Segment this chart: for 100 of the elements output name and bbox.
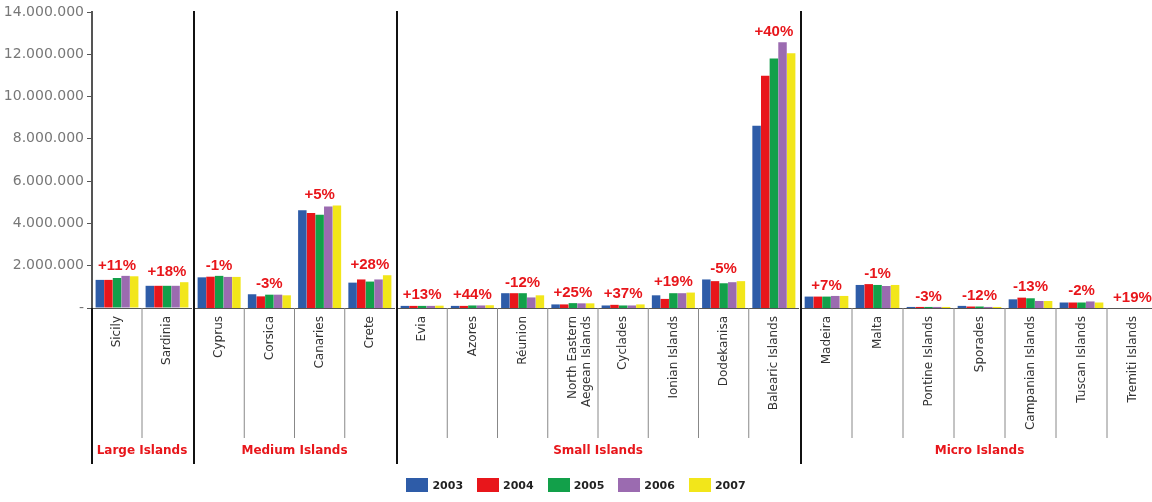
x-tick-label: Pontine Islands <box>920 316 935 407</box>
annotation: -13% <box>1012 277 1049 295</box>
annotation: -3% <box>915 286 942 304</box>
annotation: -3% <box>256 273 283 291</box>
bar <box>585 303 595 308</box>
bar <box>223 276 232 308</box>
x-tick-label: Malta <box>869 316 884 350</box>
x-tick-label: Azores <box>464 316 479 357</box>
bar <box>568 303 578 308</box>
bar <box>435 305 444 308</box>
x-tick-label: Réunion <box>514 316 529 365</box>
x-tick-label: Sardinia <box>159 316 174 365</box>
x-tick-label: Crete <box>362 316 376 349</box>
bar <box>256 296 265 308</box>
annotation: -1% <box>864 263 891 281</box>
x-tick-label: Corsica <box>261 316 276 361</box>
bar <box>104 279 113 308</box>
bar <box>1043 301 1053 308</box>
annotation: -1% <box>205 255 233 273</box>
bar <box>95 279 105 308</box>
annotation: +44% <box>452 284 492 302</box>
bar <box>677 293 687 308</box>
bar <box>162 285 172 308</box>
x-axis-title: Large Islands <box>96 442 188 457</box>
bar <box>1008 299 1018 308</box>
bar <box>206 276 215 308</box>
bar <box>610 304 619 308</box>
bar <box>535 295 545 308</box>
bar <box>282 295 291 308</box>
x-tick-label: Dodekanisa <box>715 316 730 387</box>
bar <box>459 305 468 308</box>
legend-label: 2007 <box>714 478 746 492</box>
bar <box>485 305 494 308</box>
legend-label: 2005 <box>573 478 605 492</box>
bar <box>881 286 891 308</box>
bar <box>179 282 189 308</box>
annotation: +28% <box>350 254 390 272</box>
bar <box>736 281 746 308</box>
annotation: +19% <box>653 272 693 290</box>
bar <box>651 295 661 308</box>
annotation: +25% <box>553 282 593 300</box>
bar <box>873 284 882 308</box>
bar <box>761 75 770 308</box>
annotation: +5% <box>304 185 335 203</box>
bar <box>778 42 787 308</box>
bar <box>710 281 720 308</box>
x-tick-label: Sicily <box>109 316 124 348</box>
x-tick-label: Campanian Islands <box>1022 316 1037 431</box>
bar <box>864 284 874 308</box>
bar <box>890 284 900 308</box>
bar <box>660 298 669 308</box>
bar <box>197 277 207 308</box>
bar <box>382 275 392 308</box>
bar <box>527 297 536 308</box>
bar <box>551 304 560 308</box>
bar <box>822 296 831 308</box>
bar <box>265 294 274 308</box>
bar <box>145 285 155 308</box>
bar <box>374 279 383 308</box>
bar <box>121 275 130 308</box>
bar <box>348 282 357 308</box>
bar <box>273 294 283 308</box>
bar <box>804 296 814 308</box>
legend-label: 2006 <box>644 478 675 492</box>
annotation: +11% <box>98 255 136 273</box>
bar <box>468 305 477 308</box>
bar <box>1068 302 1078 308</box>
bar <box>214 275 224 308</box>
bar <box>830 295 840 308</box>
bar <box>509 293 519 308</box>
annotation: -2% <box>1068 281 1095 299</box>
bar <box>298 210 307 308</box>
annotation: +7% <box>811 275 842 293</box>
annotation: -12% <box>505 272 541 290</box>
bar <box>1034 301 1044 308</box>
bar <box>636 304 645 308</box>
bar <box>702 279 711 308</box>
bar <box>577 303 586 308</box>
x-tick-label: Tremiti Islands <box>1124 316 1139 404</box>
bar <box>315 214 324 308</box>
bar <box>112 277 122 308</box>
bar <box>786 53 796 308</box>
bar <box>728 282 737 308</box>
x-axis-title: Medium Islands <box>241 442 348 457</box>
x-tick-label: Sporades <box>971 316 986 373</box>
x-tick-label: Cyprus <box>211 316 226 358</box>
bar <box>1017 297 1027 308</box>
bar <box>357 279 366 308</box>
x-tick-label: North Eastern Aegean Islands <box>565 316 594 408</box>
bar <box>855 284 865 308</box>
y-tick-label: - <box>78 298 84 315</box>
bar <box>476 305 486 308</box>
bar <box>1026 298 1035 308</box>
annotation: +13% <box>402 285 442 303</box>
bar <box>627 305 636 308</box>
annotation: +18% <box>147 261 187 279</box>
bar <box>686 292 695 308</box>
x-axis-title: Small Islands <box>553 442 643 457</box>
bar <box>306 213 316 308</box>
bar <box>560 304 569 308</box>
